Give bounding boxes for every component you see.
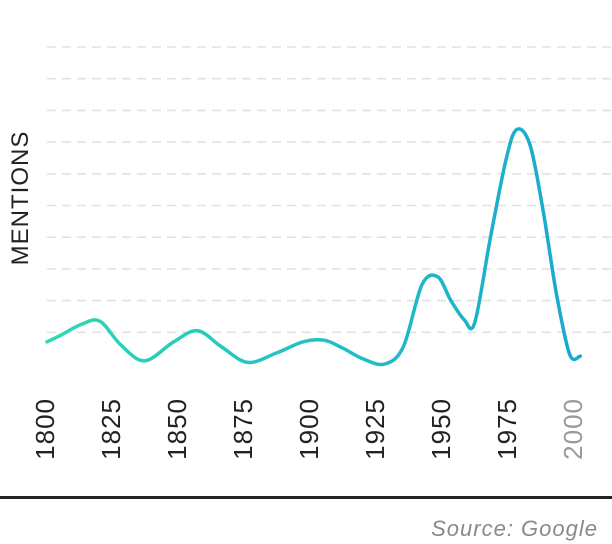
y-axis-label-box: MENTIONS xyxy=(6,118,36,278)
x-tick-label: 2000 xyxy=(558,398,588,460)
x-tick-label: 1800 xyxy=(30,398,60,460)
x-tick-label: 1875 xyxy=(228,398,258,460)
x-tick-label: 1950 xyxy=(426,398,456,460)
x-tick-label: 1825 xyxy=(96,398,126,460)
x-tick-label: 1925 xyxy=(360,398,390,460)
x-tick-label: 1850 xyxy=(162,398,192,460)
baseline-rule xyxy=(0,496,612,499)
x-tick-label: 1975 xyxy=(492,398,522,460)
source-note: Source: Google xyxy=(431,516,598,541)
series-line-0 xyxy=(45,127,583,367)
y-axis-label: MENTIONS xyxy=(7,130,34,266)
x-tick-label: 1900 xyxy=(294,398,324,460)
